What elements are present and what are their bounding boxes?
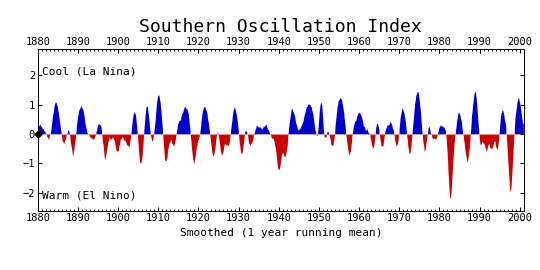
Text: Cool (La Nina): Cool (La Nina) (42, 66, 136, 76)
X-axis label: Smoothed (1 year running mean): Smoothed (1 year running mean) (179, 228, 382, 238)
Text: Warm (El Nino): Warm (El Nino) (42, 190, 136, 200)
Title: Southern Oscillation Index: Southern Oscillation Index (139, 18, 422, 36)
